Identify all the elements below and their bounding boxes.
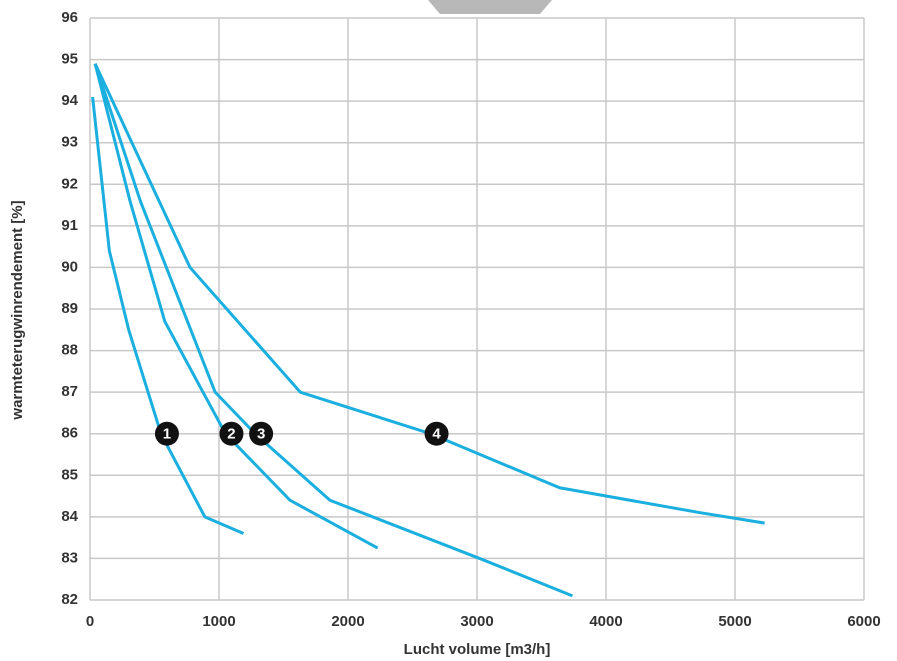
- product-image: [428, 0, 552, 14]
- series-line: [93, 63, 574, 598]
- y-tick-label: 84: [61, 508, 78, 525]
- y-tick-label: 92: [61, 175, 78, 192]
- x-tick-label: 0: [86, 613, 94, 630]
- series-label: 4: [432, 426, 441, 443]
- y-tick-label: 94: [61, 92, 78, 109]
- series-marker: [154, 421, 179, 446]
- x-axis-label: Lucht volume [m3/h]: [404, 641, 551, 658]
- y-axis-label: warmteterugwinrendement [%]: [9, 200, 26, 420]
- x-tick-label: 5000: [718, 613, 751, 630]
- y-tick-label: 85: [61, 466, 78, 483]
- series-line: [91, 96, 245, 535]
- y-tick-label: 86: [61, 425, 78, 442]
- y-tick-label: 91: [61, 217, 78, 234]
- y-tick-label: 83: [61, 549, 78, 566]
- y-tick-label: 89: [61, 300, 78, 317]
- x-tick-label: 2000: [331, 613, 364, 630]
- y-tick-label: 90: [61, 258, 78, 275]
- series-marker: [249, 421, 274, 446]
- y-tick-label: 95: [61, 51, 78, 68]
- y-tick-label: 96: [61, 9, 78, 26]
- series-marker: [219, 421, 244, 446]
- series-label: 3: [257, 426, 265, 443]
- y-tick-label: 93: [61, 134, 78, 151]
- y-tick-label: 88: [61, 342, 78, 359]
- x-tick-label: 6000: [847, 613, 880, 630]
- series-line: [93, 63, 765, 525]
- x-tick-label: 4000: [589, 613, 622, 630]
- series-label: 1: [163, 426, 171, 443]
- y-tick-label: 82: [61, 591, 78, 608]
- x-tick-label: 3000: [460, 613, 493, 630]
- series-marker: [424, 421, 449, 446]
- x-tick-label: 1000: [202, 613, 235, 630]
- series-label: 2: [227, 426, 235, 443]
- y-tick-label: 87: [61, 383, 78, 400]
- series-line: [93, 63, 379, 550]
